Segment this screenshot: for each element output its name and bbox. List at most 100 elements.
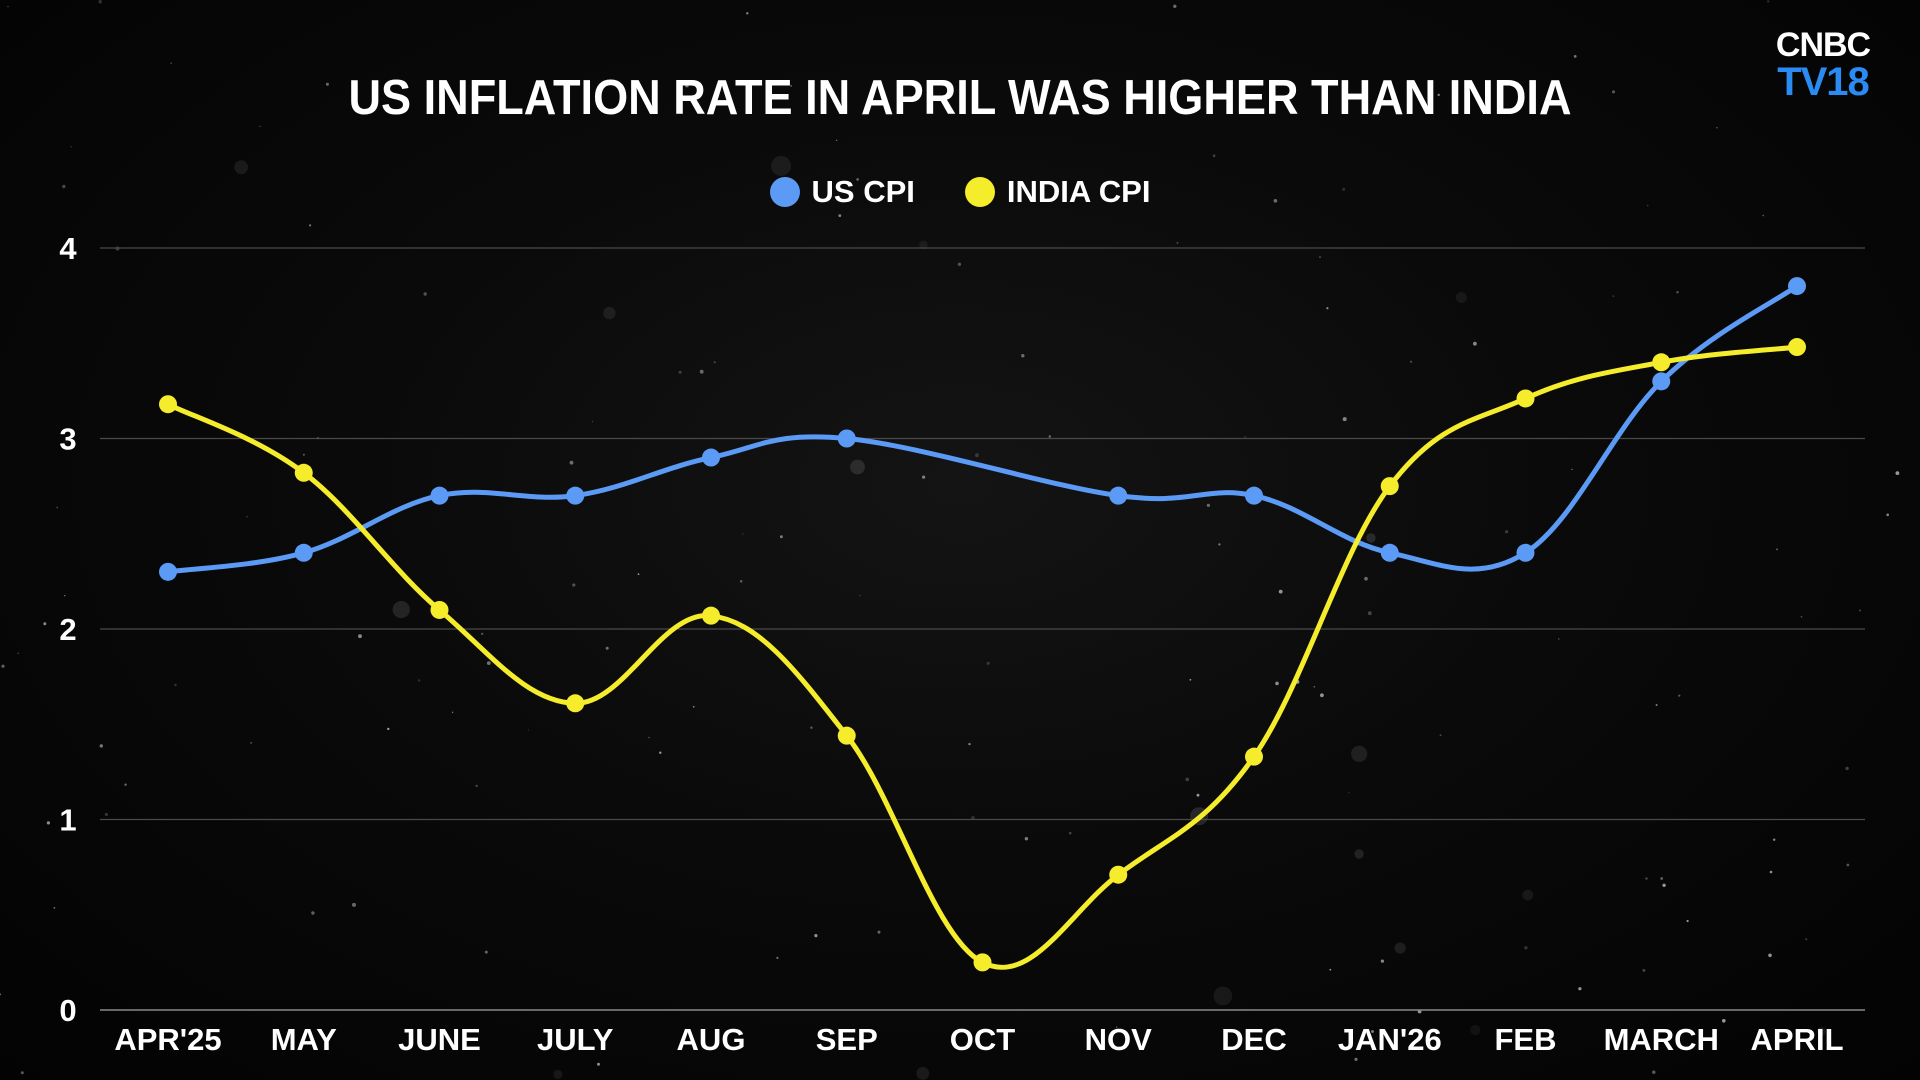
star (1652, 1070, 1656, 1074)
x-tick-label: DEC (1221, 1022, 1286, 1057)
star (98, 0, 102, 4)
star (1273, 199, 1278, 203)
data-point-india-cpi (1652, 353, 1671, 372)
star (1371, 1030, 1374, 1033)
star (968, 742, 971, 746)
x-tick-label: APRIL (1751, 1022, 1844, 1057)
star (1313, 685, 1316, 688)
star (1805, 938, 1808, 941)
star (1895, 471, 1900, 475)
star (591, 421, 594, 423)
star (174, 683, 177, 687)
data-point-india-cpi (1516, 389, 1535, 408)
star (451, 711, 454, 713)
star (1767, 0, 1770, 3)
star (957, 262, 962, 266)
star (7, 5, 9, 8)
star (975, 453, 979, 458)
star (1213, 986, 1233, 1006)
star (859, 595, 861, 597)
star (358, 634, 362, 639)
star (1342, 417, 1347, 422)
x-tick-label: MAY (271, 1022, 337, 1057)
logo-text-bottom: TV18 (1777, 60, 1870, 104)
x-tick-label: JAN'26 (1338, 1022, 1442, 1057)
data-point-us-cpi (294, 543, 313, 562)
star (836, 139, 838, 141)
star (1676, 291, 1679, 294)
data-point-india-cpi (1788, 338, 1806, 357)
star (1558, 638, 1560, 640)
star (776, 956, 779, 960)
star (1278, 589, 1283, 594)
chart-title: US INFLATION RATE IN APRIL WAS HIGHER TH… (348, 71, 1572, 125)
star (1364, 576, 1368, 581)
data-point-us-cpi (1380, 543, 1399, 562)
star (325, 82, 329, 86)
star (986, 661, 990, 665)
star (742, 533, 744, 535)
star (70, 146, 72, 148)
star (1762, 214, 1764, 217)
x-tick-label: SEP (816, 1022, 878, 1057)
star (1716, 127, 1718, 129)
star (1800, 615, 1803, 618)
star (1816, 1026, 1826, 1036)
star (486, 661, 491, 665)
star (1612, 295, 1615, 297)
star (1846, 863, 1850, 867)
star (1571, 468, 1573, 471)
star (1578, 987, 1582, 991)
star (1773, 838, 1776, 841)
star (1573, 55, 1577, 58)
legend-marker-india-cpi (964, 177, 995, 207)
data-point-india-cpi (430, 600, 449, 619)
star (1768, 953, 1772, 958)
star (1473, 341, 1477, 346)
star (43, 622, 47, 626)
star (1319, 256, 1321, 258)
star (919, 240, 928, 250)
star (484, 950, 488, 954)
star (1409, 360, 1413, 363)
star (916, 1066, 930, 1080)
legend-item-india-cpi: INDIA CPI (964, 174, 1150, 210)
data-point-india-cpi (1245, 747, 1263, 766)
star (62, 184, 66, 189)
star (1351, 745, 1368, 763)
x-tick-label: OCT (950, 1022, 1016, 1057)
star (418, 679, 421, 682)
data-point-india-cpi (1109, 865, 1128, 884)
star (56, 506, 58, 509)
data-point-india-cpi (1380, 477, 1399, 496)
star (246, 516, 248, 518)
star (1845, 766, 1849, 771)
data-point-us-cpi (1109, 486, 1128, 505)
star (1543, 111, 1547, 115)
y-tick-label: 0 (59, 993, 76, 1028)
legend-item-us-cpi: US CPI (769, 174, 915, 210)
star (1655, 704, 1658, 706)
star (692, 705, 695, 708)
star (1859, 609, 1861, 612)
x-tick-label: JULY (537, 1022, 614, 1057)
cnbc-tv18-logo: CNBC TV18 (1768, 28, 1878, 102)
star (659, 751, 662, 754)
star (1206, 503, 1210, 507)
star (746, 12, 749, 15)
star (780, 535, 783, 539)
star (1645, 877, 1648, 880)
y-tick-label: 2 (59, 612, 76, 647)
data-point-us-cpi (702, 448, 720, 467)
star (46, 821, 51, 825)
y-tick-label: 4 (59, 231, 77, 266)
star (104, 812, 108, 817)
star (309, 224, 312, 227)
star (99, 744, 104, 748)
star (1068, 831, 1072, 835)
star (423, 292, 427, 296)
star (605, 646, 609, 650)
data-point-us-cpi (566, 486, 585, 505)
star (739, 580, 743, 583)
